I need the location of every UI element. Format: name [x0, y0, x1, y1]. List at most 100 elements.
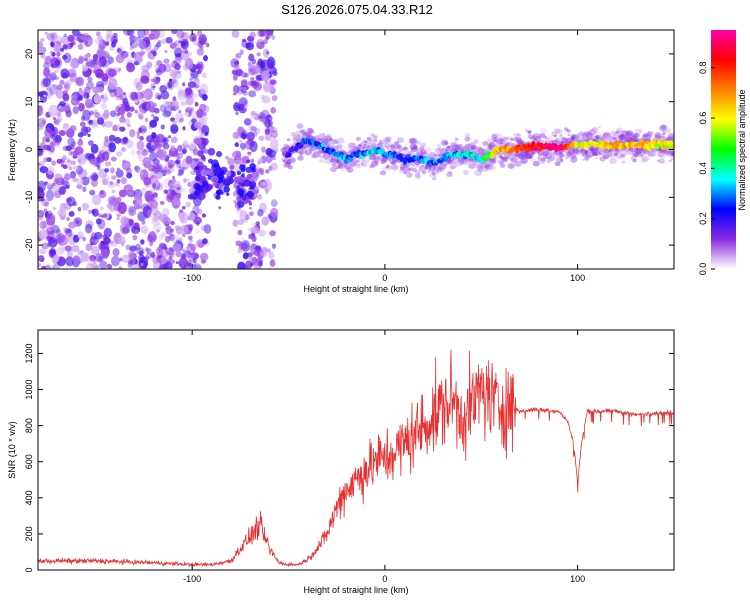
- spectrogram-cell: [171, 197, 181, 209]
- spectrogram-cell: [258, 229, 266, 237]
- spectrogram-cell: [75, 220, 80, 225]
- spectrogram-cell: [175, 251, 182, 258]
- spectrogram-cell: [412, 144, 418, 150]
- spectrogram-cell: [469, 148, 473, 151]
- spectrogram-cell: [154, 142, 160, 148]
- spectrogram-cell: [76, 183, 83, 190]
- spectrogram-cell: [69, 166, 73, 171]
- spectrogram-cell: [247, 61, 252, 67]
- spectrogram-cell: [457, 158, 463, 162]
- spectrogram-cell: [134, 109, 138, 114]
- spectrogram-cell: [435, 147, 443, 154]
- spectrogram-cell: [72, 106, 79, 115]
- spectrogram-cell: [190, 70, 199, 79]
- spectrogram-cell: [239, 210, 248, 222]
- spectrogram-cell: [602, 152, 609, 159]
- spectrogram-cell: [53, 254, 60, 263]
- spectrogram-cell: [378, 141, 383, 145]
- spectrogram-cell: [487, 157, 491, 161]
- spectrogram-cell: [671, 144, 674, 150]
- spectrogram-cell: [61, 72, 68, 79]
- spectrogram-cell: [340, 160, 344, 164]
- spectrogram-cell: [422, 151, 430, 157]
- spectrogram-cell: [459, 145, 464, 150]
- spectrogram-cell: [372, 142, 376, 146]
- spectrogram-cell: [104, 168, 110, 173]
- spectrogram-cell: [451, 144, 460, 151]
- spectrogram-cell: [94, 36, 104, 45]
- spectrogram-cell: [190, 92, 198, 100]
- spectrogram-cell: [643, 134, 647, 138]
- spectrogram-cell: [406, 172, 413, 178]
- spectrogram-cell: [379, 139, 384, 144]
- spectrogram-cell: [542, 154, 550, 160]
- colorbar-tick-label: 0.0: [698, 263, 708, 276]
- spectrogram-cell: [497, 138, 505, 145]
- spectrogram-cell: [200, 155, 206, 161]
- spectrogram-cell: [53, 43, 60, 53]
- spectrogram-cell: [257, 157, 263, 164]
- spectrogram-cell: [629, 132, 633, 136]
- spectrogram-cell: [473, 139, 479, 144]
- spectrogram-cell: [62, 93, 70, 102]
- spectrogram-cell: [494, 133, 502, 139]
- spectrogram-cell: [382, 166, 387, 171]
- spectrogram-cell: [428, 152, 436, 158]
- spectrogram-cell: [152, 212, 157, 216]
- spectrogram-cell: [558, 151, 563, 155]
- spectrogram-cell: [96, 31, 101, 37]
- spectrogram-cell: [181, 205, 186, 210]
- spectrogram-cell: [557, 140, 563, 145]
- spectrogram-cell: [71, 141, 77, 147]
- spectrogram-cell: [620, 140, 625, 144]
- spectrogram-cell: [150, 30, 160, 40]
- spectrogram-cell: [235, 208, 244, 215]
- spectrogram-cell: [596, 135, 604, 141]
- spectrogram-cell: [250, 76, 255, 81]
- spectrogram-cell: [546, 159, 551, 164]
- spectrogram-cell: [284, 145, 290, 150]
- spectrogram-cell: [623, 151, 628, 155]
- spectrogram-cell: [445, 149, 449, 153]
- spectrogram-cell: [49, 91, 54, 96]
- spectrogram-cell: [262, 82, 271, 93]
- spectrogram-cell: [49, 145, 55, 153]
- spectrogram-y-label: Frequency (Hz): [7, 119, 17, 181]
- spectrogram-cell: [252, 222, 257, 227]
- spectrogram-cell: [431, 171, 436, 175]
- spectrogram-cell: [176, 30, 185, 39]
- spectrogram-cell: [85, 61, 92, 67]
- spectrogram-cell: [264, 131, 272, 141]
- spectrogram-cell: [46, 213, 56, 227]
- spectrogram-cell: [344, 163, 352, 170]
- spectrogram-cell: [468, 163, 476, 169]
- spectrogram-cell: [597, 125, 601, 129]
- spectrogram-cell: [356, 161, 362, 166]
- spectrogram-cell: [109, 240, 118, 247]
- spectrogram-cell: [503, 152, 509, 157]
- spectrogram-cell: [524, 152, 532, 159]
- spectrogram-cell: [193, 137, 203, 145]
- spectrogram-cell: [102, 178, 108, 186]
- spectrogram-cell: [609, 150, 618, 157]
- spectrogram-cell: [184, 57, 194, 70]
- spectrogram-cell: [532, 138, 536, 142]
- spectrogram-cell: [510, 157, 518, 163]
- spectrogram-cell: [106, 181, 116, 189]
- spectrogram-cell: [163, 138, 168, 143]
- spectrogram-cell: [409, 138, 418, 145]
- spectrogram-cell: [40, 265, 47, 269]
- spectrogram-cell: [591, 148, 599, 155]
- spectrogram-cell: [436, 166, 444, 173]
- spectrogram-cell: [91, 194, 102, 206]
- y-tick-label: 600: [24, 454, 34, 469]
- spectrogram-cell: [484, 168, 489, 172]
- spectrogram-cell: [527, 130, 532, 134]
- spectrogram-cell: [433, 174, 437, 177]
- spectrogram-cell: [188, 212, 196, 221]
- spectrogram-cell: [348, 152, 352, 155]
- spectrogram-cell: [77, 32, 82, 36]
- spectrogram-cell: [641, 155, 650, 162]
- spectrogram-cell: [560, 139, 568, 145]
- spectrogram-cell: [171, 179, 176, 184]
